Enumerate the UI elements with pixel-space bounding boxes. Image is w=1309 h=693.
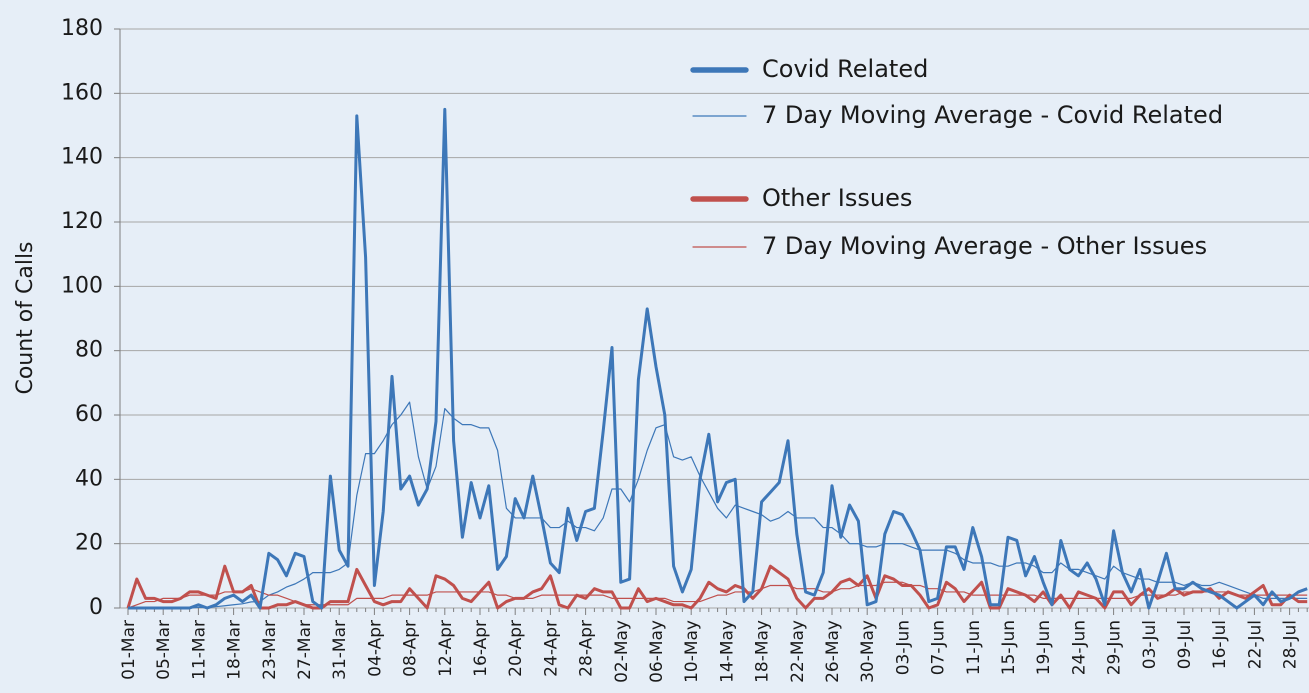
y-tick-label: 20 <box>75 531 103 556</box>
x-tick-label: 18-May <box>753 620 773 683</box>
x-tick-label: 19-Jun <box>1034 620 1054 675</box>
series-line <box>126 564 1308 610</box>
x-tick-label: 08-Apr <box>401 620 421 677</box>
y-tick-label: 80 <box>75 338 103 363</box>
series-line <box>128 107 1308 610</box>
x-tick-label: 12-Apr <box>436 620 456 677</box>
x-tick-label: 14-May <box>717 620 737 683</box>
legend-label: Covid Related <box>762 55 928 83</box>
y-tick-label: 0 <box>89 595 103 620</box>
x-tick-label: 28-Jul <box>1281 620 1301 669</box>
x-tick-label: 26-May <box>823 620 843 683</box>
x-tick-label: 07-Jun <box>929 620 949 675</box>
y-tick-label: 40 <box>75 466 103 491</box>
x-tick-label: 16-Apr <box>471 620 491 677</box>
x-tick-label: 24-Apr <box>541 620 561 677</box>
x-tick-label: 11-Jun <box>964 620 984 675</box>
x-tick-label: 28-Apr <box>577 620 597 677</box>
legend-label: Other Issues <box>762 184 912 212</box>
x-tick-label: 20-Apr <box>506 620 526 677</box>
x-tick-label: 02-May <box>612 620 632 683</box>
x-tick-label: 22-Jul <box>1245 620 1265 669</box>
x-tick-label: 22-May <box>788 620 808 683</box>
x-tick-label: 18-Mar <box>225 620 245 680</box>
y-tick-label: 140 <box>61 145 103 170</box>
x-tick-label: 30-May <box>858 620 878 683</box>
y-tick-label: 160 <box>61 80 103 105</box>
x-tick-label: 05-Mar <box>154 620 174 680</box>
x-tick-label: 06-May <box>647 620 667 683</box>
x-tick-label: 31-Mar <box>330 620 350 680</box>
y-tick-label: 100 <box>61 273 103 298</box>
y-axis-label: Count of Calls <box>13 241 38 394</box>
x-tick-label: 09-Jul <box>1175 620 1195 669</box>
x-tick-label: 11-Mar <box>189 620 209 680</box>
x-tick-label: 16-Jul <box>1210 620 1230 669</box>
y-tick-label: 60 <box>75 402 103 427</box>
legend-label: 7 Day Moving Average - Covid Related <box>762 101 1223 129</box>
y-tick-label: 180 <box>61 16 103 41</box>
x-tick-label: 15-Jun <box>999 620 1019 675</box>
x-tick-label: 23-Mar <box>260 620 280 680</box>
x-tick-label: 10-May <box>682 620 702 683</box>
y-tick-label: 120 <box>61 209 103 234</box>
x-tick-label: 29-Jun <box>1105 620 1125 675</box>
legend-label: 7 Day Moving Average - Other Issues <box>762 232 1207 260</box>
x-tick-label: 01-Mar <box>119 620 139 680</box>
x-tick-label: 03-Jul <box>1140 620 1160 669</box>
x-tick-label: 04-Apr <box>365 620 385 677</box>
x-tick-label: 24-Jun <box>1069 620 1089 675</box>
x-tick-label: 03-Jun <box>893 620 913 675</box>
x-tick-label: 27-Mar <box>295 620 315 680</box>
